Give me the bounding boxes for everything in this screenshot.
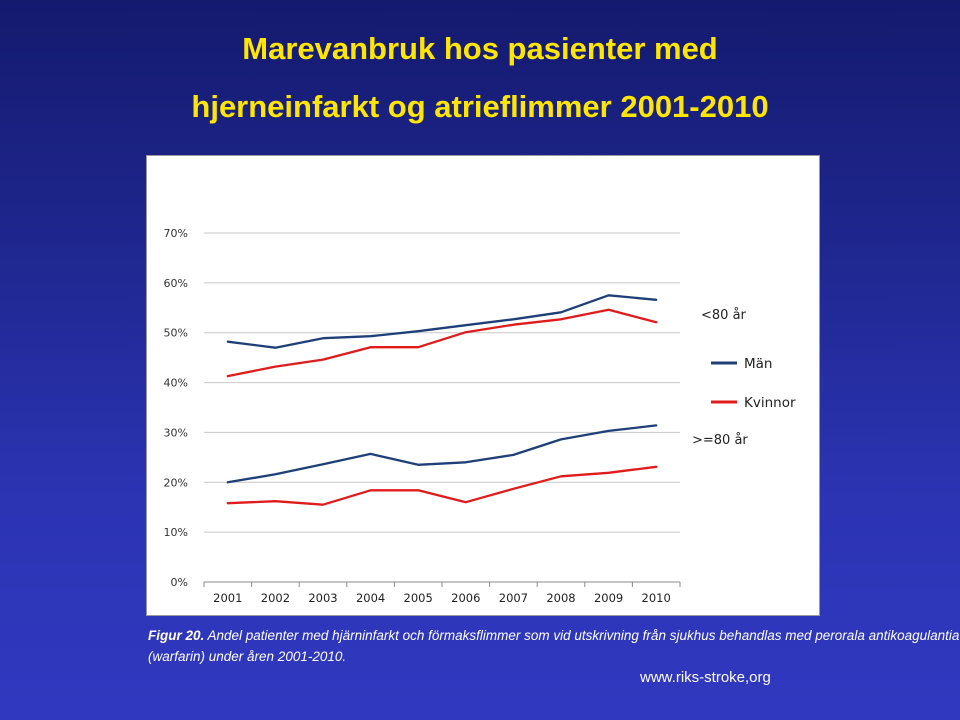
legend-label: Kvinnor: [744, 395, 796, 411]
y-tick-label: 50%: [164, 327, 188, 340]
series-line-kvinnor-under80: [226, 308, 658, 378]
x-tick-label: 2002: [261, 591, 290, 605]
series-line-man-over80: [226, 424, 658, 484]
x-tick-label: 2003: [308, 591, 337, 605]
series-line-man-under80: [226, 294, 658, 349]
x-tick-label: 2007: [499, 591, 528, 605]
y-tick-label: 30%: [164, 426, 188, 439]
y-tick-label: 40%: [164, 377, 188, 390]
annotation-under-80: <80 år: [701, 308, 747, 323]
x-tick-label: 2006: [451, 591, 480, 605]
x-tick-label: 2004: [356, 591, 385, 605]
y-tick-label: 10%: [164, 526, 188, 539]
caption-text: Andel patienter med hjärninfarkt och för…: [148, 628, 960, 664]
source-url: www.riks-stroke,org: [640, 669, 771, 686]
x-tick-label: 2001: [213, 591, 242, 605]
x-tick-label: 2010: [642, 591, 671, 605]
figure-caption: Figur 20. Andel patienter med hjärninfar…: [148, 625, 960, 667]
x-tick-label: 2008: [546, 591, 575, 605]
series-line-kvinnor-over80: [226, 465, 658, 506]
chart-panel: 0% 10% 20% 30% 40% 50% 60% 70% 2001 2002 2003 2004 2…: [146, 155, 820, 616]
tick-labels: 0% 10% 20% 30% 40% 50% 60% 70% 2001 2002 2003 2004 2…: [164, 227, 671, 605]
y-tick-label: 20%: [164, 476, 188, 489]
slide-title-line-2: hjerneinfarkt og atrieflimmer 2001-2010: [191, 89, 769, 124]
caption-label: Figur 20.: [148, 628, 205, 643]
series-lines: [226, 294, 658, 506]
legend: <80 år >=80 år Män Kvinnor: [692, 308, 796, 448]
y-tick-label: 70%: [164, 227, 188, 240]
y-tick-label: 60%: [164, 277, 188, 290]
y-tick-label: 0%: [171, 576, 188, 589]
legend-label: Män: [744, 356, 772, 372]
axes: [203, 581, 681, 587]
x-tick-label: 2005: [404, 591, 433, 605]
x-tick-label: 2009: [594, 591, 623, 605]
annotation-80-plus: >=80 år: [692, 433, 748, 448]
line-chart: 0% 10% 20% 30% 40% 50% 60% 70% 2001 2002 2003 2004 2…: [164, 227, 796, 605]
slide-title-line-1: Marevanbruk hos pasienter med: [242, 31, 718, 66]
grid-lines: [204, 232, 680, 533]
